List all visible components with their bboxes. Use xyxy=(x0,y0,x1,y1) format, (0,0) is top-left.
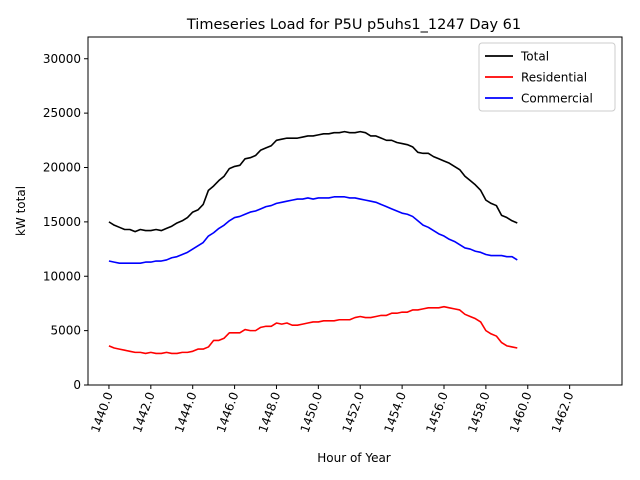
legend-box xyxy=(478,42,616,112)
series-line-residential xyxy=(108,305,518,355)
y-tick-label: 10000 xyxy=(43,269,81,283)
y-tick-label: 0 xyxy=(73,378,81,392)
x-axis-label: Hour of Year xyxy=(317,451,391,465)
series-line-total xyxy=(108,130,518,233)
plot-frame xyxy=(87,36,623,386)
legend-label-commercial: Commercial xyxy=(521,92,593,106)
y-tick-label: 30000 xyxy=(43,52,81,66)
legend-label-total: Total xyxy=(520,50,549,64)
y-tick-label: 20000 xyxy=(43,161,81,175)
chart-title: Timeseries Load for P5U p5uhs1_1247 Day … xyxy=(186,17,521,33)
y-axis-label: kW total xyxy=(14,186,28,236)
legend-label-residential: Residential xyxy=(521,71,587,85)
y-tick-label: 15000 xyxy=(43,215,81,229)
legend: Total Residential Commercial xyxy=(478,42,616,112)
y-tick-label: 5000 xyxy=(50,324,81,338)
series-line-commercial xyxy=(108,196,518,265)
y-tick-label: 25000 xyxy=(43,106,81,120)
